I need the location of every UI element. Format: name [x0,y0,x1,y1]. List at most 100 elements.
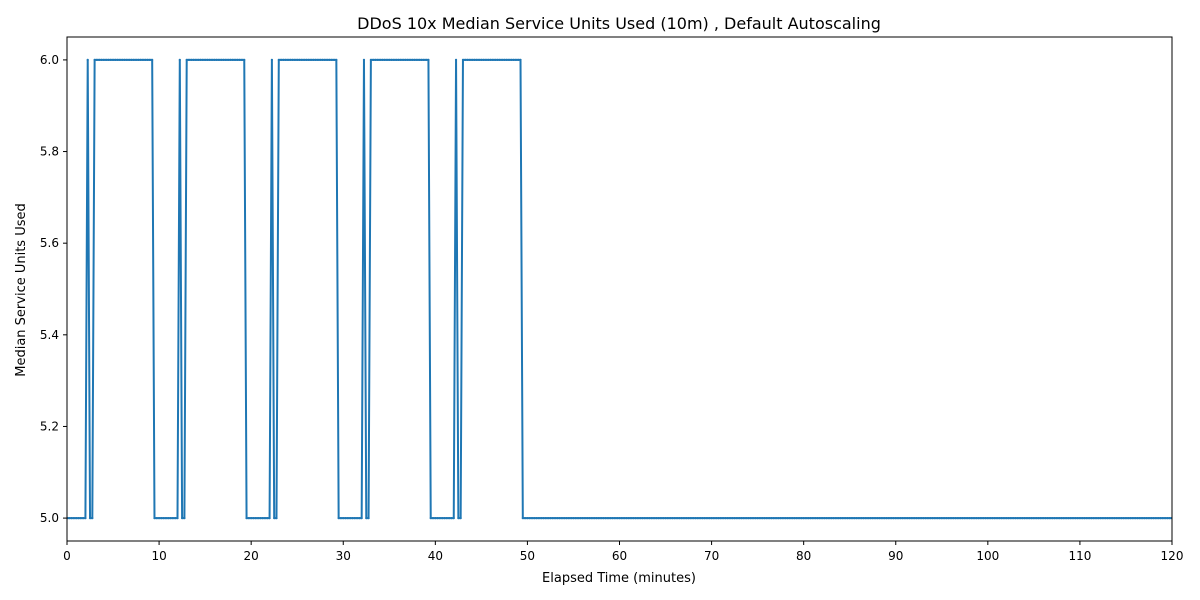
data-point [1081,516,1084,520]
data-point [190,58,193,62]
data-point [328,58,331,62]
data-point [558,516,561,520]
data-point [1120,516,1123,520]
data-point [542,516,545,520]
data-point [880,516,884,520]
data-point [643,516,646,520]
data-point [408,58,412,62]
data-point [901,516,904,520]
data-point [1012,516,1015,520]
data-point [521,516,524,520]
data-point [1002,516,1006,520]
data-point [1041,516,1045,520]
x-tick-label: 120 [1161,549,1184,563]
data-point [664,516,667,520]
data-point [220,58,223,62]
data-point [553,516,557,520]
data-point [503,58,506,62]
data-point [659,516,663,520]
data-point [1014,516,1017,520]
data-point [586,516,589,520]
data-point [194,58,198,62]
data-point [330,58,333,62]
data-point [374,58,377,62]
data-point [613,516,617,520]
data-point [309,58,313,62]
data-point [915,516,918,520]
data-point [243,58,246,62]
data-point [342,516,345,520]
data-point [286,58,290,62]
data-point [719,516,722,520]
data-point [899,516,902,520]
data-point [349,516,352,520]
data-point [335,58,338,62]
data-point [413,58,416,62]
data-point [141,58,145,62]
data-point [747,516,750,520]
data-point [72,516,76,520]
data-point [772,516,775,520]
data-point [779,516,782,520]
data-point [450,516,453,520]
data-point [436,516,439,520]
data-point [491,58,494,62]
data-point [590,516,593,520]
data-point [754,516,757,520]
data-point [151,58,154,62]
data-point [461,58,465,62]
data-point [300,58,303,62]
data-point [871,516,874,520]
data-point [134,58,138,62]
data-point [830,516,833,520]
data-point [1000,516,1003,520]
data-point [721,516,725,520]
data-point [692,516,695,520]
data-point [1055,516,1058,520]
data-point [606,516,610,520]
data-point [178,58,181,62]
data-point [703,516,706,520]
data-point [125,58,128,62]
data-point [1025,516,1029,520]
data-point [883,516,886,520]
data-point [174,516,177,520]
data-point [293,58,297,62]
data-point [128,58,131,62]
data-point [761,516,764,520]
data-point [623,516,626,520]
data-point [1113,516,1116,520]
data-point [266,516,269,520]
data-point [155,516,158,520]
data-point [940,516,943,520]
data-point [768,516,771,520]
data-point [823,516,826,520]
data-point [157,516,161,520]
data-point [1134,516,1137,520]
data-point [609,516,612,520]
data-point [305,58,308,62]
data-point [82,516,85,520]
data-point [121,58,124,62]
data-point [1065,516,1068,520]
data-point [708,516,711,520]
data-point [153,516,156,520]
data-point [372,58,375,62]
data-point [517,58,520,62]
data-point [952,516,955,520]
data-point [917,516,920,520]
data-point [259,516,262,520]
data-point [820,516,824,520]
data-point [1122,516,1125,520]
data-point [139,58,142,62]
data-point [1037,516,1040,520]
data-point [749,516,752,520]
data-point [215,58,218,62]
data-point [685,516,688,520]
data-point [512,58,515,62]
data-point [984,516,987,520]
data-point [956,516,960,520]
data-point [938,516,941,520]
series-line-0 [67,58,1172,520]
data-point [887,516,890,520]
